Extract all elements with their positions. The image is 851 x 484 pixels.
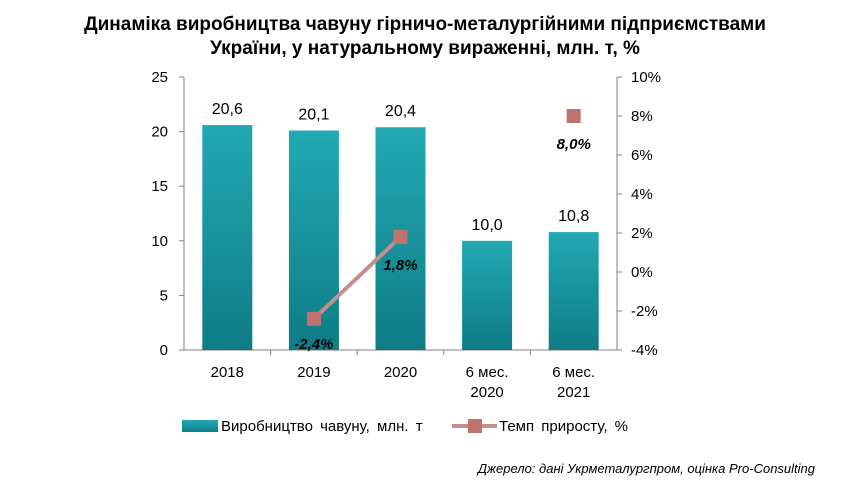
category-label: 6 мес. — [466, 364, 509, 381]
bar-value-label: 10,8 — [558, 208, 589, 225]
category-label: 2020 — [384, 364, 417, 381]
line-value-label: -2,4% — [294, 336, 333, 353]
legend-swatch-bars — [182, 420, 218, 432]
line-series — [306, 109, 581, 326]
line-point-marker — [306, 311, 321, 326]
line-point-marker — [566, 109, 581, 123]
line-value-label: 1,8% — [383, 257, 417, 274]
bar-series — [202, 125, 599, 351]
right-tick-label: 2% — [631, 225, 653, 242]
legend-label-line: Темп приросту, % — [499, 418, 628, 435]
bar — [462, 240, 513, 350]
bar-value-label: 10,0 — [472, 217, 503, 234]
category-label: 6 мес. — [552, 364, 595, 381]
right-tick-label: 0% — [631, 264, 653, 281]
bar-value-label: 20,4 — [385, 103, 416, 120]
chart-axes: 0 5 10 15 20 25 -4% -2% 0% 2% 4% 6% 8% 10% — [151, 69, 661, 359]
category-label: 2019 — [297, 364, 330, 381]
chart-title-line-1: Динаміка виробництва чавуну гірничо-мета… — [84, 14, 766, 35]
line-value-label: 8,0% — [557, 136, 591, 153]
bar — [548, 232, 599, 350]
right-tick-label: -2% — [631, 303, 658, 320]
category-label: 2020 — [470, 384, 503, 401]
legend: Виробництво чавуну, млн. т Темп приросту… — [182, 418, 628, 435]
bar-value-label: 20,6 — [212, 101, 243, 118]
category-labels: 2018 2019 2020 6 мес. 2020 6 мес. 2021 — [211, 364, 596, 401]
left-tick-label: 20 — [151, 124, 168, 141]
right-tick-label: 10% — [631, 69, 661, 86]
left-tick-label: 25 — [151, 69, 168, 86]
line-point-marker — [393, 229, 408, 244]
source-note: Джерело: дані Укрметалургпром, оцінка Pr… — [476, 461, 816, 476]
data-labels: 20,6 20,1 20,4 10,0 10,8 -2,4% 1,8% 8,0% — [212, 101, 591, 353]
bar-value-label: 20,1 — [298, 107, 329, 124]
legend-label-bars: Виробництво чавуну, млн. т — [221, 418, 423, 435]
right-tick-label: 6% — [631, 147, 653, 164]
left-tick-label: 10 — [151, 233, 168, 250]
left-tick-label: 5 — [160, 287, 168, 304]
category-label: 2018 — [211, 364, 244, 381]
left-tick-label: 15 — [151, 178, 168, 195]
right-tick-label: 4% — [631, 186, 653, 203]
left-tick-label: 0 — [160, 342, 168, 359]
right-tick-label: -4% — [631, 342, 658, 359]
series-line-segment — [312, 235, 402, 321]
chart-title-line-2: України, у натуральному вираженні, млн. … — [210, 38, 640, 59]
bar — [202, 125, 253, 350]
legend-swatch-marker — [468, 419, 482, 433]
right-tick-label: 8% — [631, 108, 653, 125]
category-label: 2021 — [557, 384, 590, 401]
